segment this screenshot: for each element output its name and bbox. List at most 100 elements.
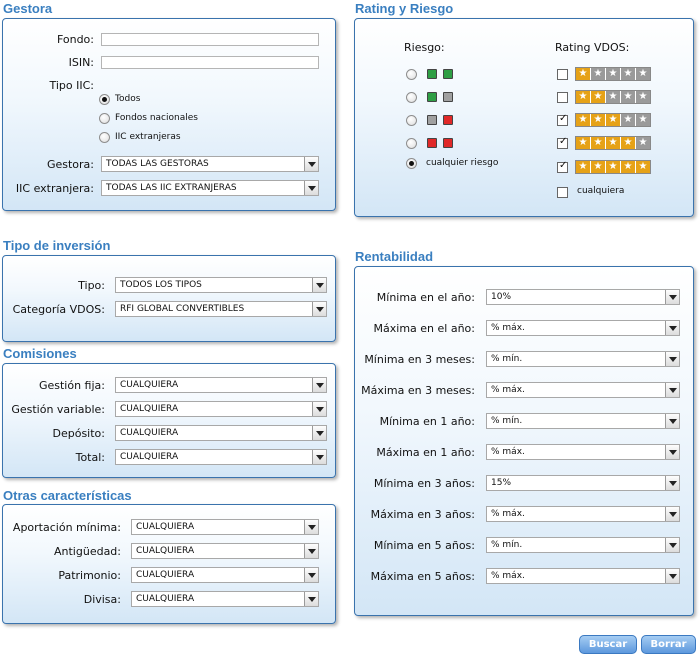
star-icon: ★ bbox=[591, 137, 605, 149]
star-icon: ★ bbox=[591, 91, 605, 103]
riesgo-3-radio[interactable] bbox=[406, 115, 417, 126]
star-icon: ★ bbox=[606, 137, 620, 149]
aportacion-minima-select[interactable]: CUALQUIERA bbox=[131, 519, 319, 535]
gestion-fija-select[interactable]: CUALQUIERA bbox=[115, 377, 327, 393]
star-icon: ★ bbox=[636, 91, 650, 103]
buscar-button[interactable]: Buscar bbox=[579, 635, 637, 654]
chevron-down-icon bbox=[304, 568, 318, 582]
select-value: 15% bbox=[491, 478, 512, 488]
chevron-down-icon bbox=[665, 352, 679, 366]
riesgo-2-radio[interactable] bbox=[406, 92, 417, 103]
chevron-down-icon bbox=[665, 507, 679, 521]
risk-square-icon bbox=[443, 92, 453, 102]
risk-square-icon bbox=[427, 115, 437, 125]
fondo-input[interactable] bbox=[101, 33, 319, 46]
select-value: CUALQUIERA bbox=[120, 452, 179, 462]
rentabilidad-label: Máxima en 3 años: bbox=[370, 508, 475, 521]
star-icon: ★ bbox=[621, 137, 635, 149]
minima-1-ano-select[interactable]: % mín. bbox=[486, 413, 680, 429]
rating-2-checkbox[interactable] bbox=[557, 92, 568, 103]
minima-5-anos-select[interactable]: % mín. bbox=[486, 537, 680, 553]
borrar-button[interactable]: Borrar bbox=[641, 635, 696, 654]
star-icon: ★ bbox=[591, 161, 605, 173]
maxima-3-anos-select[interactable]: % máx. bbox=[486, 506, 680, 522]
riesgo-cualquier-radio[interactable] bbox=[406, 158, 417, 169]
rentabilidad-label: Mínima en 5 años: bbox=[373, 539, 475, 552]
total-select[interactable]: CUALQUIERA bbox=[115, 449, 327, 465]
maxima-ano-select[interactable]: % máx. bbox=[486, 320, 680, 336]
select-value: 10% bbox=[491, 292, 512, 302]
tipo-select-value: TODOS LOS TIPOS bbox=[120, 280, 202, 290]
select-value: CUALQUIERA bbox=[136, 594, 195, 604]
comision-label: Depósito: bbox=[52, 427, 106, 440]
chevron-down-icon bbox=[304, 592, 318, 606]
tipo-iic-todos-label: Todos bbox=[115, 94, 141, 104]
tipo-iic-nacionales-label: Fondos nacionales bbox=[115, 113, 198, 123]
maxima-3-meses-select[interactable]: % máx. bbox=[486, 382, 680, 398]
divisa-select[interactable]: CUALQUIERA bbox=[131, 591, 319, 607]
star-icon: ★ bbox=[621, 114, 635, 126]
select-value: % mín. bbox=[491, 416, 523, 426]
chevron-down-icon bbox=[665, 569, 679, 583]
otras-title: Otras características bbox=[3, 488, 132, 503]
star-icon: ★ bbox=[636, 114, 650, 126]
select-value: CUALQUIERA bbox=[120, 404, 179, 414]
chevron-down-icon bbox=[665, 383, 679, 397]
rating-4-checkbox[interactable] bbox=[557, 136, 568, 149]
comision-label: Gestión fija: bbox=[38, 379, 105, 392]
rating-cualquiera-checkbox[interactable] bbox=[557, 187, 568, 198]
chevron-down-icon bbox=[665, 290, 679, 304]
rating-3-stars: ★ ★ ★ ★ ★ bbox=[575, 113, 651, 127]
star-icon: ★ bbox=[576, 114, 590, 126]
risk-square-icon bbox=[443, 138, 453, 148]
select-value: % mín. bbox=[491, 540, 523, 550]
star-icon: ★ bbox=[576, 68, 590, 80]
select-value: CUALQUIERA bbox=[120, 380, 179, 390]
risk-square-icon bbox=[427, 69, 437, 79]
fondo-label: Fondo: bbox=[56, 33, 94, 46]
tipo-inversion-title: Tipo de inversión bbox=[3, 238, 111, 253]
minima-ano-select[interactable]: 10% bbox=[486, 289, 680, 305]
chevron-down-icon bbox=[304, 181, 318, 195]
minima-3-meses-select[interactable]: % mín. bbox=[486, 351, 680, 367]
star-icon: ★ bbox=[576, 91, 590, 103]
comision-label: Gestión variable: bbox=[11, 403, 105, 416]
gestora-select-value: TODAS LAS GESTORAS bbox=[106, 159, 209, 169]
chevron-down-icon bbox=[304, 157, 318, 171]
riesgo-1-radio[interactable] bbox=[406, 69, 417, 80]
gestora-panel: Fondo: ISIN: Tipo IIC: Todos Fondos naci… bbox=[2, 18, 336, 211]
rentabilidad-label: Mínima en el año: bbox=[376, 291, 475, 304]
rating-1-checkbox[interactable] bbox=[557, 69, 568, 80]
otras-label: Antigüedad: bbox=[54, 545, 121, 558]
tipo-iic-todos-radio[interactable] bbox=[99, 94, 110, 105]
tipo-select[interactable]: TODOS LOS TIPOS bbox=[115, 277, 327, 293]
rating-3-checkbox[interactable] bbox=[557, 113, 568, 126]
select-value: % mín. bbox=[491, 354, 523, 364]
gestora-select[interactable]: TODAS LAS GESTORAS bbox=[101, 156, 319, 172]
riesgo-4-radio[interactable] bbox=[406, 138, 417, 149]
chevron-down-icon bbox=[312, 402, 326, 416]
rentabilidad-title: Rentabilidad bbox=[355, 249, 434, 264]
patrimonio-select[interactable]: CUALQUIERA bbox=[131, 567, 319, 583]
gestion-variable-select[interactable]: CUALQUIERA bbox=[115, 401, 327, 417]
tipo-iic-nacionales-radio[interactable] bbox=[99, 113, 110, 124]
chevron-down-icon bbox=[312, 450, 326, 464]
rating-5-checkbox[interactable] bbox=[557, 160, 568, 173]
chevron-down-icon bbox=[665, 538, 679, 552]
rating-5-stars: ★ ★ ★ ★ ★ bbox=[575, 160, 651, 174]
otras-label: Aportación mínima: bbox=[12, 521, 121, 534]
select-value: % máx. bbox=[491, 509, 525, 519]
categoria-select[interactable]: RFI GLOBAL CONVERTIBLES bbox=[115, 301, 327, 317]
minima-3-anos-select[interactable]: 15% bbox=[486, 475, 680, 491]
deposito-select[interactable]: CUALQUIERA bbox=[115, 425, 327, 441]
rating-panel: Riesgo: Rating VDOS: cualquier riesgo ★ ★… bbox=[354, 18, 694, 217]
isin-input[interactable] bbox=[101, 56, 319, 69]
antiguedad-select[interactable]: CUALQUIERA bbox=[131, 543, 319, 559]
rating-2-stars: ★ ★ ★ ★ ★ bbox=[575, 90, 651, 104]
maxima-5-anos-select[interactable]: % máx. bbox=[486, 568, 680, 584]
tipo-iic-extranjeras-radio[interactable] bbox=[99, 132, 110, 143]
iic-extranjera-select[interactable]: TODAS LAS IIC EXTRANJERAS bbox=[101, 180, 319, 196]
maxima-1-ano-select[interactable]: % máx. bbox=[486, 444, 680, 460]
select-value: CUALQUIERA bbox=[136, 546, 195, 556]
chevron-down-icon bbox=[665, 476, 679, 490]
